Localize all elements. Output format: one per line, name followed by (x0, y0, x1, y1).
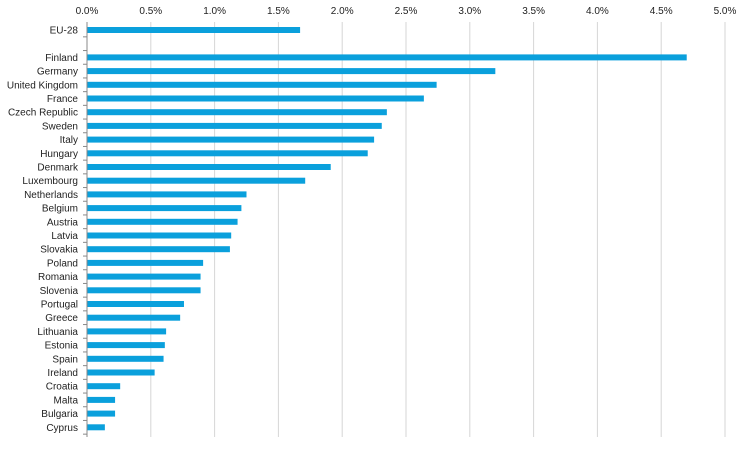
bar (87, 27, 301, 33)
x-tick-label: 0.0% (76, 6, 99, 17)
category-label: Germany (37, 67, 78, 78)
category-label: Italy (60, 135, 78, 146)
bar (87, 369, 155, 376)
bar (87, 383, 121, 390)
bar (87, 136, 375, 143)
bar (87, 342, 165, 349)
bar (87, 259, 204, 266)
category-label: Malta (54, 395, 79, 406)
x-tick-label: 2.5% (395, 6, 418, 17)
category-label: Czech Republic (8, 108, 78, 119)
category-label: Poland (47, 258, 78, 269)
x-tick-label: 4.0% (586, 6, 609, 17)
category-label: Bulgaria (41, 409, 78, 420)
bar (87, 122, 382, 129)
bar (87, 191, 247, 198)
category-label: Finland (45, 53, 78, 64)
bar (87, 95, 424, 102)
bar (87, 410, 116, 417)
category-label: Slovakia (40, 245, 78, 256)
category-label: Netherlands (24, 190, 78, 201)
category-label: Lithuania (37, 327, 78, 338)
x-tick-label: 4.5% (650, 6, 673, 17)
bar (87, 424, 105, 431)
category-label: Sweden (42, 121, 78, 132)
x-tick-label: 0.5% (139, 6, 162, 17)
x-tick-label: 3.0% (458, 6, 481, 17)
bar (87, 246, 230, 253)
x-axis-ticks: 0.0% 0.5% 1.0% 1.5% 2.0% 2.5% 3.0% 3.5% 4.0% 4.5%… (76, 6, 737, 17)
bar (87, 232, 232, 239)
bar (87, 150, 368, 157)
bar (87, 54, 687, 61)
x-tick-label: 3.5% (522, 6, 545, 17)
category-label: Slovenia (40, 286, 79, 297)
x-tick-label: 1.0% (203, 6, 226, 17)
bar (87, 81, 437, 88)
x-tick-label: 2.0% (331, 6, 354, 17)
category-labels: EU-28 Finland Germany United Kingdom France C… (7, 26, 87, 435)
category-label: France (47, 94, 79, 105)
category-label: EU-28 (50, 26, 79, 37)
category-label: Denmark (37, 163, 79, 174)
category-label: Croatia (46, 382, 79, 393)
bar (87, 396, 116, 403)
x-tick-label: 5.0% (714, 6, 737, 17)
category-label: Austria (47, 217, 79, 228)
category-label: Greece (45, 313, 78, 324)
bar (87, 273, 201, 280)
bar (87, 218, 238, 225)
category-label: Portugal (41, 300, 78, 311)
bar (87, 355, 164, 362)
bars (87, 27, 687, 431)
bar (87, 177, 306, 184)
category-label: United Kingdom (7, 80, 78, 91)
bar (87, 301, 184, 307)
category-label: Estonia (45, 341, 79, 352)
category-label: Hungary (40, 149, 78, 160)
bar (87, 68, 496, 75)
category-label: Latvia (51, 231, 78, 242)
bar (87, 164, 331, 170)
bar (87, 314, 181, 321)
bar (87, 287, 201, 294)
category-label: Cyprus (46, 423, 78, 434)
bar (87, 109, 387, 116)
category-label: Romania (38, 272, 78, 283)
bar (87, 205, 242, 212)
bar (87, 328, 167, 335)
gridlines (150, 22, 726, 437)
category-label: Ireland (47, 368, 78, 379)
category-label: Belgium (42, 204, 78, 215)
category-label: Luxembourg (22, 176, 78, 187)
x-tick-label: 1.5% (267, 6, 290, 17)
category-label: Spain (52, 354, 78, 365)
